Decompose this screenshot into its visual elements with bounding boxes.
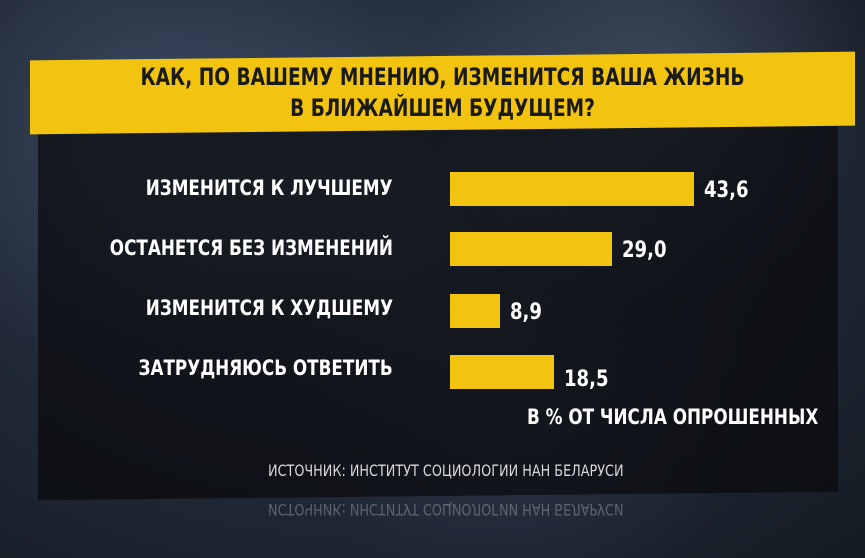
- category-label-4: ЗАТРУДНЯЮСЬ ОТВЕТИТЬ: [138, 356, 393, 380]
- source-note: ИСТОЧНИК: ИНСТИТУТ СОЦИОЛОГИИ НАН БЕЛАРУ…: [268, 461, 624, 480]
- value-label-2: 29,0: [622, 238, 667, 263]
- bar-3: [450, 294, 500, 328]
- bar-1: [450, 172, 694, 206]
- unit-note: В % ОТ ЧИСЛА ОПРОШЕННЫХ: [527, 405, 819, 429]
- category-label-2: ОСТАНЕТСЯ БЕЗ ИЗМЕНЕНИЙ: [109, 236, 393, 260]
- bar-2: [450, 232, 613, 266]
- chart-title: КАК, ПО ВАШЕМУ МНЕНИЮ, ИЗМЕНИТСЯ ВАША ЖИ…: [88, 62, 798, 124]
- bar-4: [450, 355, 554, 389]
- chart-title-line-1: КАК, ПО ВАШЕМУ МНЕНИЮ, ИЗМЕНИТСЯ ВАША ЖИ…: [140, 63, 745, 91]
- category-label-3: ИЗМЕНИТСЯ К ХУДШЕМУ: [145, 296, 393, 320]
- category-label-1: ИЗМЕНИТСЯ К ЛУЧШЕМУ: [146, 176, 393, 200]
- source-reflection: ИСТОЧНИК: ИНСТИТУТ СОЦИОЛОГИИ НАН БЕЛАРУ…: [268, 500, 624, 519]
- chart-title-line-2: В БЛИЖАЙШЕМ БУДУЩЕМ?: [290, 94, 595, 122]
- value-label-4: 18,5: [563, 367, 609, 392]
- value-label-1: 43,6: [704, 178, 749, 203]
- value-label-3: 8,9: [509, 300, 542, 325]
